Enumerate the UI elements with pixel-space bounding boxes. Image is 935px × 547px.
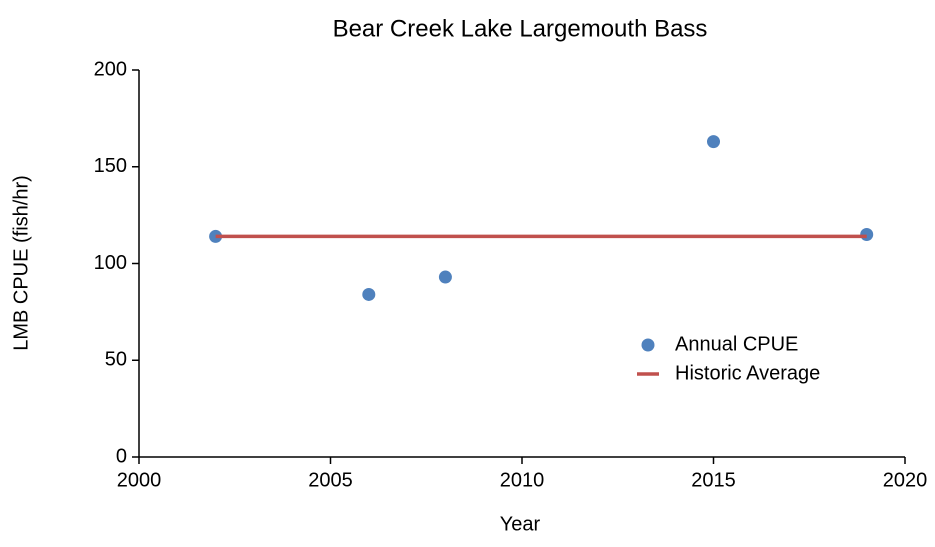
- x-axis-label: Year: [500, 513, 541, 535]
- y-tick-label: 100: [94, 252, 127, 274]
- chart-title: Bear Creek Lake Largemouth Bass: [333, 15, 708, 42]
- y-tick-label: 200: [94, 58, 127, 80]
- legend-label: Annual CPUE: [675, 333, 798, 355]
- x-tick-label: 2020: [883, 469, 928, 491]
- x-tick-label: 2000: [117, 469, 162, 491]
- data-point: [362, 287, 376, 301]
- data-point: [860, 227, 874, 241]
- y-tick-label: 50: [105, 349, 127, 371]
- data-point: [707, 135, 720, 149]
- x-tick-label: 2010: [500, 469, 545, 491]
- y-tick-label: 150: [94, 155, 127, 177]
- y-tick-label: 0: [116, 445, 127, 467]
- legend-label: Historic Average: [675, 362, 820, 384]
- legend-marker: [641, 338, 655, 352]
- data-point: [438, 270, 452, 284]
- x-tick-label: 2005: [308, 469, 353, 491]
- x-tick-label: 2015: [691, 469, 736, 491]
- y-axis-label: LMB CPUE (fish/hr): [10, 175, 32, 351]
